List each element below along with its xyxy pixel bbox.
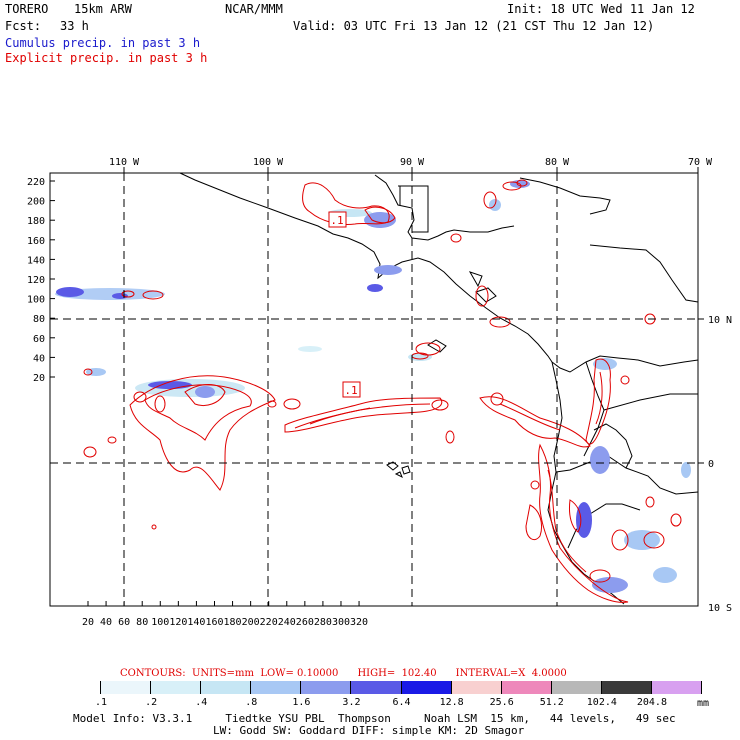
lon-label: 110 W [109, 157, 140, 168]
y-tick-label: 20 [33, 373, 45, 384]
cumulus-precip-label: Cumulus precip. in past 3 h [5, 36, 201, 50]
colorbar-value: 51.2 [539, 697, 564, 708]
y-tick-label: 220 [27, 177, 45, 188]
explicit-precip-label: Explicit precip. in past 3 h [5, 51, 208, 65]
x-tick-label: 240 [278, 617, 296, 628]
x-tick-label: 320 [350, 617, 368, 628]
colorbar-swatch [201, 681, 252, 694]
x-tick-label: 60 [118, 617, 130, 628]
lon-label: 100 W [253, 157, 284, 168]
y-tick-label: 200 [27, 197, 45, 208]
lat-label: 10 N [708, 315, 732, 326]
top-lon-labels: 110 W 100 W 90 W 80 W 70 W [109, 157, 713, 168]
colorbar-value: .4 [195, 697, 208, 708]
x-tick-label: 160 [205, 617, 223, 628]
x-tick-label: 100 [151, 617, 169, 628]
x-tick-label: 20 [82, 617, 94, 628]
x-index-ticks: 20 40 60 80 100 120 140 160 180 200 220 240 260 280 30… [82, 601, 368, 628]
x-tick-label: 120 [169, 617, 187, 628]
colorbar-swatch [551, 681, 602, 694]
colorbar-value: 12.8 [439, 697, 464, 708]
forecast-label: Fcst: [5, 19, 42, 33]
colorbar-swatch [51, 681, 102, 694]
y-index-ticks: 220 200 180 160 140 120 100 80 60 40 20 [27, 177, 55, 384]
y-tick-label: 140 [27, 255, 45, 266]
init-time: Init: 18 UTC Wed 11 Jan 12 [507, 2, 695, 16]
right-lat-labels: 10 N 0 10 S [698, 315, 732, 614]
colorbar-value: 6.4 [392, 697, 411, 708]
map-frame [49, 172, 699, 607]
model-info-line-1: Model Info: V3.3.1 Tiedtke YSU PBL Thomp… [73, 712, 676, 725]
colorbar-swatch [251, 681, 302, 694]
contours-info: CONTOURS: UNITS=mm LOW= 0.10000 HIGH= 10… [120, 668, 567, 679]
model-info-line-2: LW: Godd SW: Goddard DIFF: simple KM: 2D… [213, 724, 525, 737]
colorbar-value: .1 [95, 697, 108, 708]
organization: NCAR/MMM [225, 2, 283, 16]
valid-time: Valid: 03 UTC Fri 13 Jan 12 (21 CST Thu … [293, 19, 655, 33]
contour-label: .1 [344, 384, 357, 397]
contour-label: .1 [330, 214, 343, 227]
y-tick-label: 180 [27, 216, 45, 227]
top-tick-marks [123, 167, 699, 173]
colorbar-swatch [301, 681, 352, 694]
x-tick-label: 220 [260, 617, 278, 628]
contour-label-boxes: .1 .1 [328, 211, 361, 398]
cumulus-precip-fill [55, 180, 691, 593]
model-name: TORERO [5, 2, 49, 16]
lat-label: 0 [708, 459, 714, 470]
x-tick-label: 80 [136, 617, 148, 628]
colorbar-swatch [351, 681, 402, 694]
lat-label: 10 S [708, 603, 732, 614]
y-tick-label: 40 [33, 353, 45, 364]
x-tick-label: 40 [100, 617, 112, 628]
model-resolution: 15km ARW [74, 2, 132, 16]
x-tick-label: 300 [332, 617, 350, 628]
colorbar-swatch [501, 681, 552, 694]
colorbar-swatch [401, 681, 452, 694]
colorbar-value: .2 [145, 697, 158, 708]
latlon-grid [50, 173, 698, 606]
colorbar-value: 204.8 [636, 697, 667, 708]
y-tick-label: 100 [27, 295, 45, 306]
lon-label: 70 W [688, 157, 713, 168]
lon-label: 80 W [545, 157, 570, 168]
explicit-precip-contours [83, 179, 682, 603]
coastlines [179, 172, 699, 605]
colorbar-value: 102.4 [586, 697, 617, 708]
colorbar-value: 3.2 [342, 697, 361, 708]
colorbar-swatch [651, 681, 702, 694]
colorbar-swatch [601, 681, 652, 694]
colorbar-swatch [101, 681, 152, 694]
x-tick-label: 280 [314, 617, 332, 628]
colorbar-value: .8 [245, 697, 258, 708]
y-tick-label: 80 [33, 314, 45, 325]
colorbar-swatch [451, 681, 502, 694]
colorbar-value: 25.6 [489, 697, 514, 708]
colorbar-swatch [151, 681, 202, 694]
x-tick-label: 140 [187, 617, 205, 628]
y-tick-label: 120 [27, 275, 45, 286]
forecast-hours: 33 h [60, 19, 89, 33]
x-tick-label: 260 [296, 617, 314, 628]
x-tick-label: 180 [224, 617, 242, 628]
x-tick-label: 200 [242, 617, 260, 628]
y-tick-label: 160 [27, 236, 45, 247]
y-tick-label: 60 [33, 334, 45, 345]
colorbar-value: 1.6 [292, 697, 311, 708]
colorbar-unit: mm [697, 698, 710, 709]
lon-label: 90 W [400, 157, 425, 168]
